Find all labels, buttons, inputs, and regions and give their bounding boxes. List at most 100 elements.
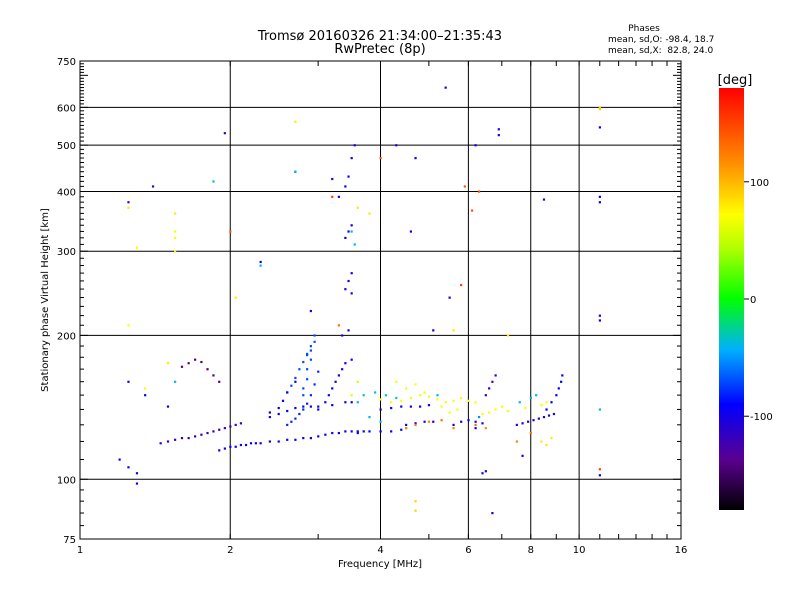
data-point [414,500,417,503]
data-point [598,408,601,411]
data-point [474,423,477,427]
data-point [432,420,435,423]
data-point [206,368,209,371]
data-point [234,296,237,299]
data-point [127,466,130,469]
data-point [467,419,470,422]
data-point [173,250,177,253]
data-point [259,264,262,267]
data-point [535,394,538,397]
data-point [135,482,139,485]
data-point [341,368,344,371]
data-point [497,128,500,131]
data-point [444,401,447,404]
data-point [306,402,309,405]
data-point [452,423,455,427]
data-point [344,401,347,404]
x-tick-label: 10 [573,545,586,556]
data-point [521,454,524,457]
data-point [347,279,350,283]
data-point [306,368,309,371]
data-point [254,442,257,445]
x-tick-label: 4 [377,545,383,556]
data-point [302,436,305,440]
y-tick-label: 400 [57,187,76,198]
data-point [529,396,532,400]
data-point [212,180,215,183]
data-point [356,380,359,383]
data-point [356,431,359,435]
phases-o-stats: mean, sd,O: -98.4, 18.7 [608,35,714,45]
data-point [532,419,535,422]
data-point [313,334,316,337]
data-point [268,440,271,443]
data-point [484,427,487,430]
data-point [557,387,560,390]
data-point [334,380,337,383]
data-point [444,86,447,89]
data-point [218,380,221,383]
data-point [545,443,548,447]
data-point [460,396,463,400]
data-point [347,230,350,233]
data-point [598,106,601,109]
data-point [598,108,601,111]
data-point [234,445,237,448]
grid-lines [80,61,681,539]
data-point [598,474,601,477]
data-point [350,157,353,160]
data-point [356,430,359,433]
data-point [350,430,353,433]
data-point [309,309,312,313]
data-point [350,224,353,227]
data-point [302,387,305,390]
data-point [518,401,521,404]
data-point [390,430,393,433]
data-point [294,380,297,383]
data-point [223,132,226,135]
data-point [400,405,403,408]
data-points [118,86,601,515]
data-point [277,412,280,416]
data-point [560,380,563,383]
data-point [409,405,412,408]
data-point [432,329,435,332]
data-point [234,423,237,427]
data-point [353,243,356,246]
data-point [477,415,481,419]
data-point [368,212,371,215]
data-point [497,134,500,137]
data-point [460,420,463,423]
data-point [395,396,398,400]
data-point [337,195,341,198]
data-point [294,406,297,410]
data-point [286,409,289,413]
data-point [206,431,209,435]
data-point [356,206,359,209]
data-point [239,443,243,447]
data-point [151,185,155,188]
data-point [144,394,147,397]
data-point [452,399,455,402]
data-point [229,425,232,428]
x-axis-label: Frequency [MHz] [338,559,422,570]
data-point [309,436,312,440]
data-point [212,374,215,377]
data-point [506,334,510,337]
data-point [194,435,197,438]
data-point [350,394,353,397]
data-point [259,260,262,264]
data-point [540,440,543,443]
data-point [166,405,170,408]
data-point [463,185,466,188]
data-point [337,374,341,377]
data-point [419,405,422,408]
data-point [598,201,601,204]
data-point [173,380,177,383]
data-point [474,144,477,147]
y-axis-label: Stationary phase Virtual Height [km] [40,208,51,392]
data-point [405,427,408,430]
data-point [309,345,312,348]
data-point [545,408,548,411]
data-point [294,417,297,420]
